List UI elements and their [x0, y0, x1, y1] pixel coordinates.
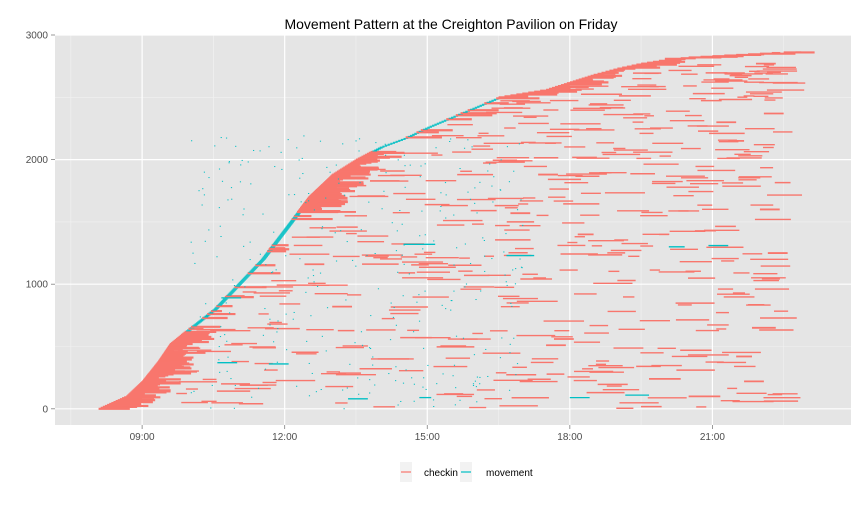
chart-title: Movement Pattern at the Creighton Pavili…: [284, 16, 617, 32]
x-tick-label: 12:00: [272, 432, 297, 443]
y-tick-label: 1000: [26, 280, 49, 291]
y-tick-label: 0: [42, 404, 48, 415]
x-tick-label: 21:00: [700, 432, 725, 443]
data-marks: [98, 51, 815, 410]
y-tick-label: 3000: [26, 31, 49, 42]
legend-label-movement: movement: [486, 468, 533, 479]
x-tick-label: 09:00: [130, 432, 155, 443]
x-axis: 09:00 12:00 15:00 18:00 21:00: [130, 425, 725, 443]
legend-label-checkin: checkin: [424, 468, 458, 479]
x-tick-label: 18:00: [557, 432, 582, 443]
x-tick-label: 15:00: [415, 432, 440, 443]
y-axis: 0 1000 2000 3000: [26, 31, 55, 415]
legend: checkin movement: [400, 462, 533, 482]
y-tick-label: 2000: [26, 155, 49, 166]
grid-minor: [55, 35, 851, 425]
